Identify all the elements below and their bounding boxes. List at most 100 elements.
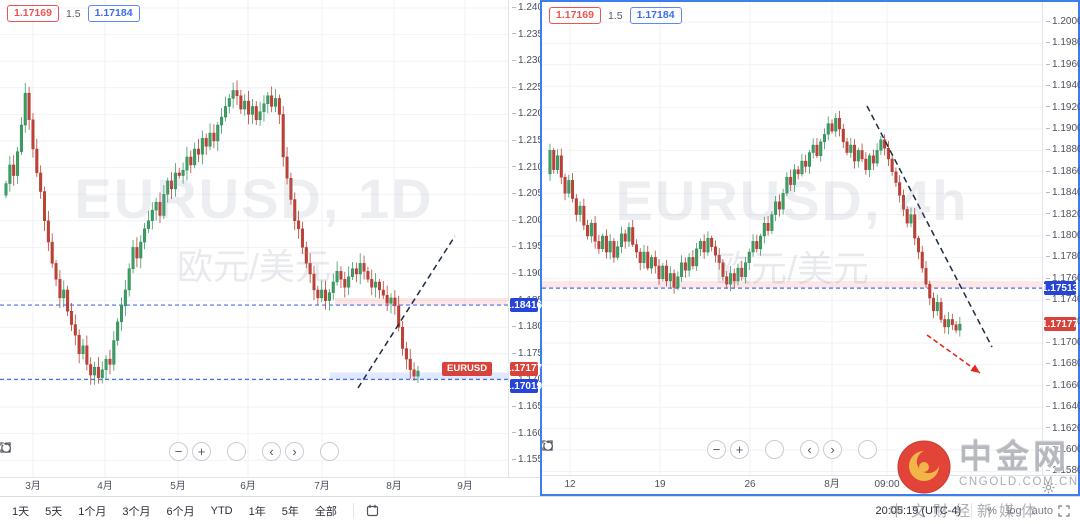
chart-panel-4h: EURUSD, 4h 欧元/美元 1.17169 1.5 1.17184 − + ‹… bbox=[540, 0, 1080, 496]
price-tick-label: 1.17400 bbox=[1046, 294, 1080, 305]
pan-left-button[interactable]: ‹ bbox=[800, 440, 819, 459]
price-tick-label: 1.23000 bbox=[512, 55, 554, 66]
fit-icon bbox=[542, 440, 553, 451]
scale-controls: 20:05:19 (UTC-4) % log auto bbox=[876, 503, 1070, 518]
time-tick-label: 12 bbox=[564, 479, 576, 490]
price-tick-label: 1.18000 bbox=[1046, 230, 1080, 241]
price-tick-label: 1.22000 bbox=[512, 108, 554, 119]
go-to-date-icon[interactable] bbox=[366, 504, 379, 517]
price-tick-label: 1.19000 bbox=[512, 268, 554, 279]
price-tick-label: 1.20500 bbox=[512, 188, 554, 199]
range-button-6[interactable]: 1年 bbox=[248, 505, 266, 518]
price-tick-label: 1.16000 bbox=[1046, 444, 1080, 455]
price-badge: 1.17513 bbox=[1041, 281, 1079, 296]
reset-icon bbox=[543, 440, 553, 451]
percent-scale-button[interactable]: % bbox=[987, 504, 997, 517]
range-button-0[interactable]: 1天 bbox=[12, 505, 30, 518]
price-tick-label: 1.19600 bbox=[1046, 59, 1080, 70]
zoom-in-button[interactable]: + bbox=[730, 440, 749, 459]
chart-nav-controls: − + ‹ › bbox=[0, 442, 508, 461]
price-tick-label: 1.19800 bbox=[1046, 37, 1080, 48]
fit-content-button[interactable] bbox=[542, 440, 784, 459]
time-tick-label: 3月 bbox=[25, 481, 41, 492]
time-tick-label: 5月 bbox=[170, 481, 186, 492]
price-tick-label: 1.17600 bbox=[1046, 273, 1080, 284]
log-scale-button[interactable]: log bbox=[1006, 504, 1022, 517]
price-badge: 1.17019 bbox=[505, 379, 543, 394]
price-tick-label: 1.23500 bbox=[512, 29, 554, 40]
range-switcher: 1天 5天 1个月 3个月 6个月 YTD 1年 5年 全部 bbox=[12, 503, 379, 519]
time-axis[interactable]: 3月 4月 5月 6月 7月 8月 9月 bbox=[0, 477, 540, 496]
reset-icon bbox=[1, 442, 11, 453]
range-button-3[interactable]: 3个月 bbox=[122, 505, 151, 518]
cngold-logo-icon bbox=[897, 440, 951, 494]
last-price-symbol-tag: EURUSD bbox=[442, 361, 493, 376]
time-tick-label: 6月 bbox=[240, 481, 256, 492]
buy-price-badge[interactable]: 1.17184 bbox=[629, 7, 682, 24]
price-axis[interactable]: 1.24000 1.23500 1.23000 1.22500 1.22000 1.215… bbox=[505, 0, 554, 478]
price-tick-label: 1.24000 bbox=[512, 2, 554, 13]
buy-price-badge[interactable]: 1.17184 bbox=[87, 5, 140, 22]
range-button-4[interactable]: 6个月 bbox=[166, 505, 195, 518]
divider bbox=[352, 503, 354, 518]
time-tick-label: 26 bbox=[744, 479, 756, 490]
time-tick-label: 19 bbox=[654, 479, 666, 490]
screenshot-icon[interactable] bbox=[1058, 504, 1070, 517]
zoom-out-button[interactable]: − bbox=[707, 440, 726, 459]
price-tick-label: 1.22500 bbox=[512, 82, 554, 93]
price-tick-label: 1.16600 bbox=[1046, 380, 1080, 391]
time-tick-label: 4月 bbox=[97, 481, 113, 492]
time-tick-label: 8月 bbox=[386, 481, 402, 492]
reset-view-button[interactable] bbox=[1, 442, 339, 461]
price-badge: 1.17177 bbox=[505, 361, 543, 376]
price-tick-label: 1.16400 bbox=[1046, 401, 1080, 412]
price-tick-label: 1.16500 bbox=[512, 401, 554, 412]
gear-icon[interactable] bbox=[1042, 481, 1055, 494]
sell-price-badge[interactable]: 1.17169 bbox=[549, 7, 601, 24]
price-tick-label: 1.20000 bbox=[1046, 16, 1080, 27]
price-axis[interactable]: 1.20000 1.19800 1.19600 1.19400 1.19200 1.190… bbox=[1041, 2, 1080, 476]
range-button-2[interactable]: 1个月 bbox=[78, 505, 107, 518]
price-tick-label: 1.21500 bbox=[512, 135, 554, 146]
range-button-5[interactable]: YTD bbox=[210, 504, 233, 517]
bottom-toolbar: 1天 5天 1个月 3个月 6个月 YTD 1年 5年 全部 20:05:19 (UTC-4) … bbox=[0, 496, 1080, 524]
price-tick-label: 1.19400 bbox=[1046, 80, 1080, 91]
fit-content-button[interactable] bbox=[0, 442, 246, 461]
price-tick-label: 1.18800 bbox=[1046, 144, 1080, 155]
logo-slogan: 中文财经新媒体 bbox=[889, 503, 1044, 520]
pan-right-button[interactable]: › bbox=[285, 442, 304, 461]
price-tick-label: 1.18000 bbox=[512, 321, 554, 332]
time-tick-label: 7月 bbox=[314, 481, 330, 492]
spread-value: 1.5 bbox=[65, 7, 81, 20]
zoom-out-button[interactable]: − bbox=[169, 442, 188, 461]
session-clock[interactable]: 20:05:19 (UTC-4) bbox=[875, 504, 962, 517]
auto-scale-button[interactable]: auto bbox=[1031, 504, 1053, 517]
price-tick-label: 1.18600 bbox=[1046, 166, 1080, 177]
range-button-7[interactable]: 5年 bbox=[281, 505, 299, 518]
chart-canvas-daily[interactable]: EURUSD, 1D 欧元/美元 1.17169 1.5 1.17184 − + ‹… bbox=[0, 0, 508, 478]
range-button-8[interactable]: 全部 bbox=[314, 505, 337, 518]
price-tick-label: 1.19000 bbox=[1046, 123, 1080, 134]
logo-title: 中金网 bbox=[959, 438, 1070, 475]
price-tick-label: 1.17800 bbox=[1046, 251, 1080, 262]
zoom-in-button[interactable]: + bbox=[192, 442, 211, 461]
price-badge: 1.17177 bbox=[1041, 317, 1079, 332]
spread-value: 1.5 bbox=[607, 9, 623, 22]
sell-price-badge[interactable]: 1.17169 bbox=[7, 5, 59, 22]
quote-bar: 1.17169 1.5 1.17184 bbox=[549, 7, 682, 24]
reset-view-button[interactable] bbox=[543, 440, 877, 459]
quote-bar: 1.17169 1.5 1.17184 bbox=[7, 5, 140, 22]
pan-right-button[interactable]: › bbox=[823, 440, 842, 459]
price-tick-label: 1.16200 bbox=[1046, 423, 1080, 434]
price-tick-label: 1.18200 bbox=[1046, 209, 1080, 220]
divider bbox=[971, 503, 973, 518]
price-tick-label: 1.15500 bbox=[512, 454, 554, 465]
chart-nav-controls: − + ‹ › bbox=[542, 440, 1042, 459]
chart-canvas-4h[interactable]: EURUSD, 4h 欧元/美元 1.17169 1.5 1.17184 − + ‹… bbox=[542, 2, 1042, 476]
range-button-1[interactable]: 5天 bbox=[45, 505, 63, 518]
price-tick-label: 1.20000 bbox=[512, 215, 554, 226]
candlestick-chart bbox=[0, 0, 508, 478]
pan-left-button[interactable]: ‹ bbox=[262, 442, 281, 461]
price-tick-label: 1.19200 bbox=[1046, 102, 1080, 113]
